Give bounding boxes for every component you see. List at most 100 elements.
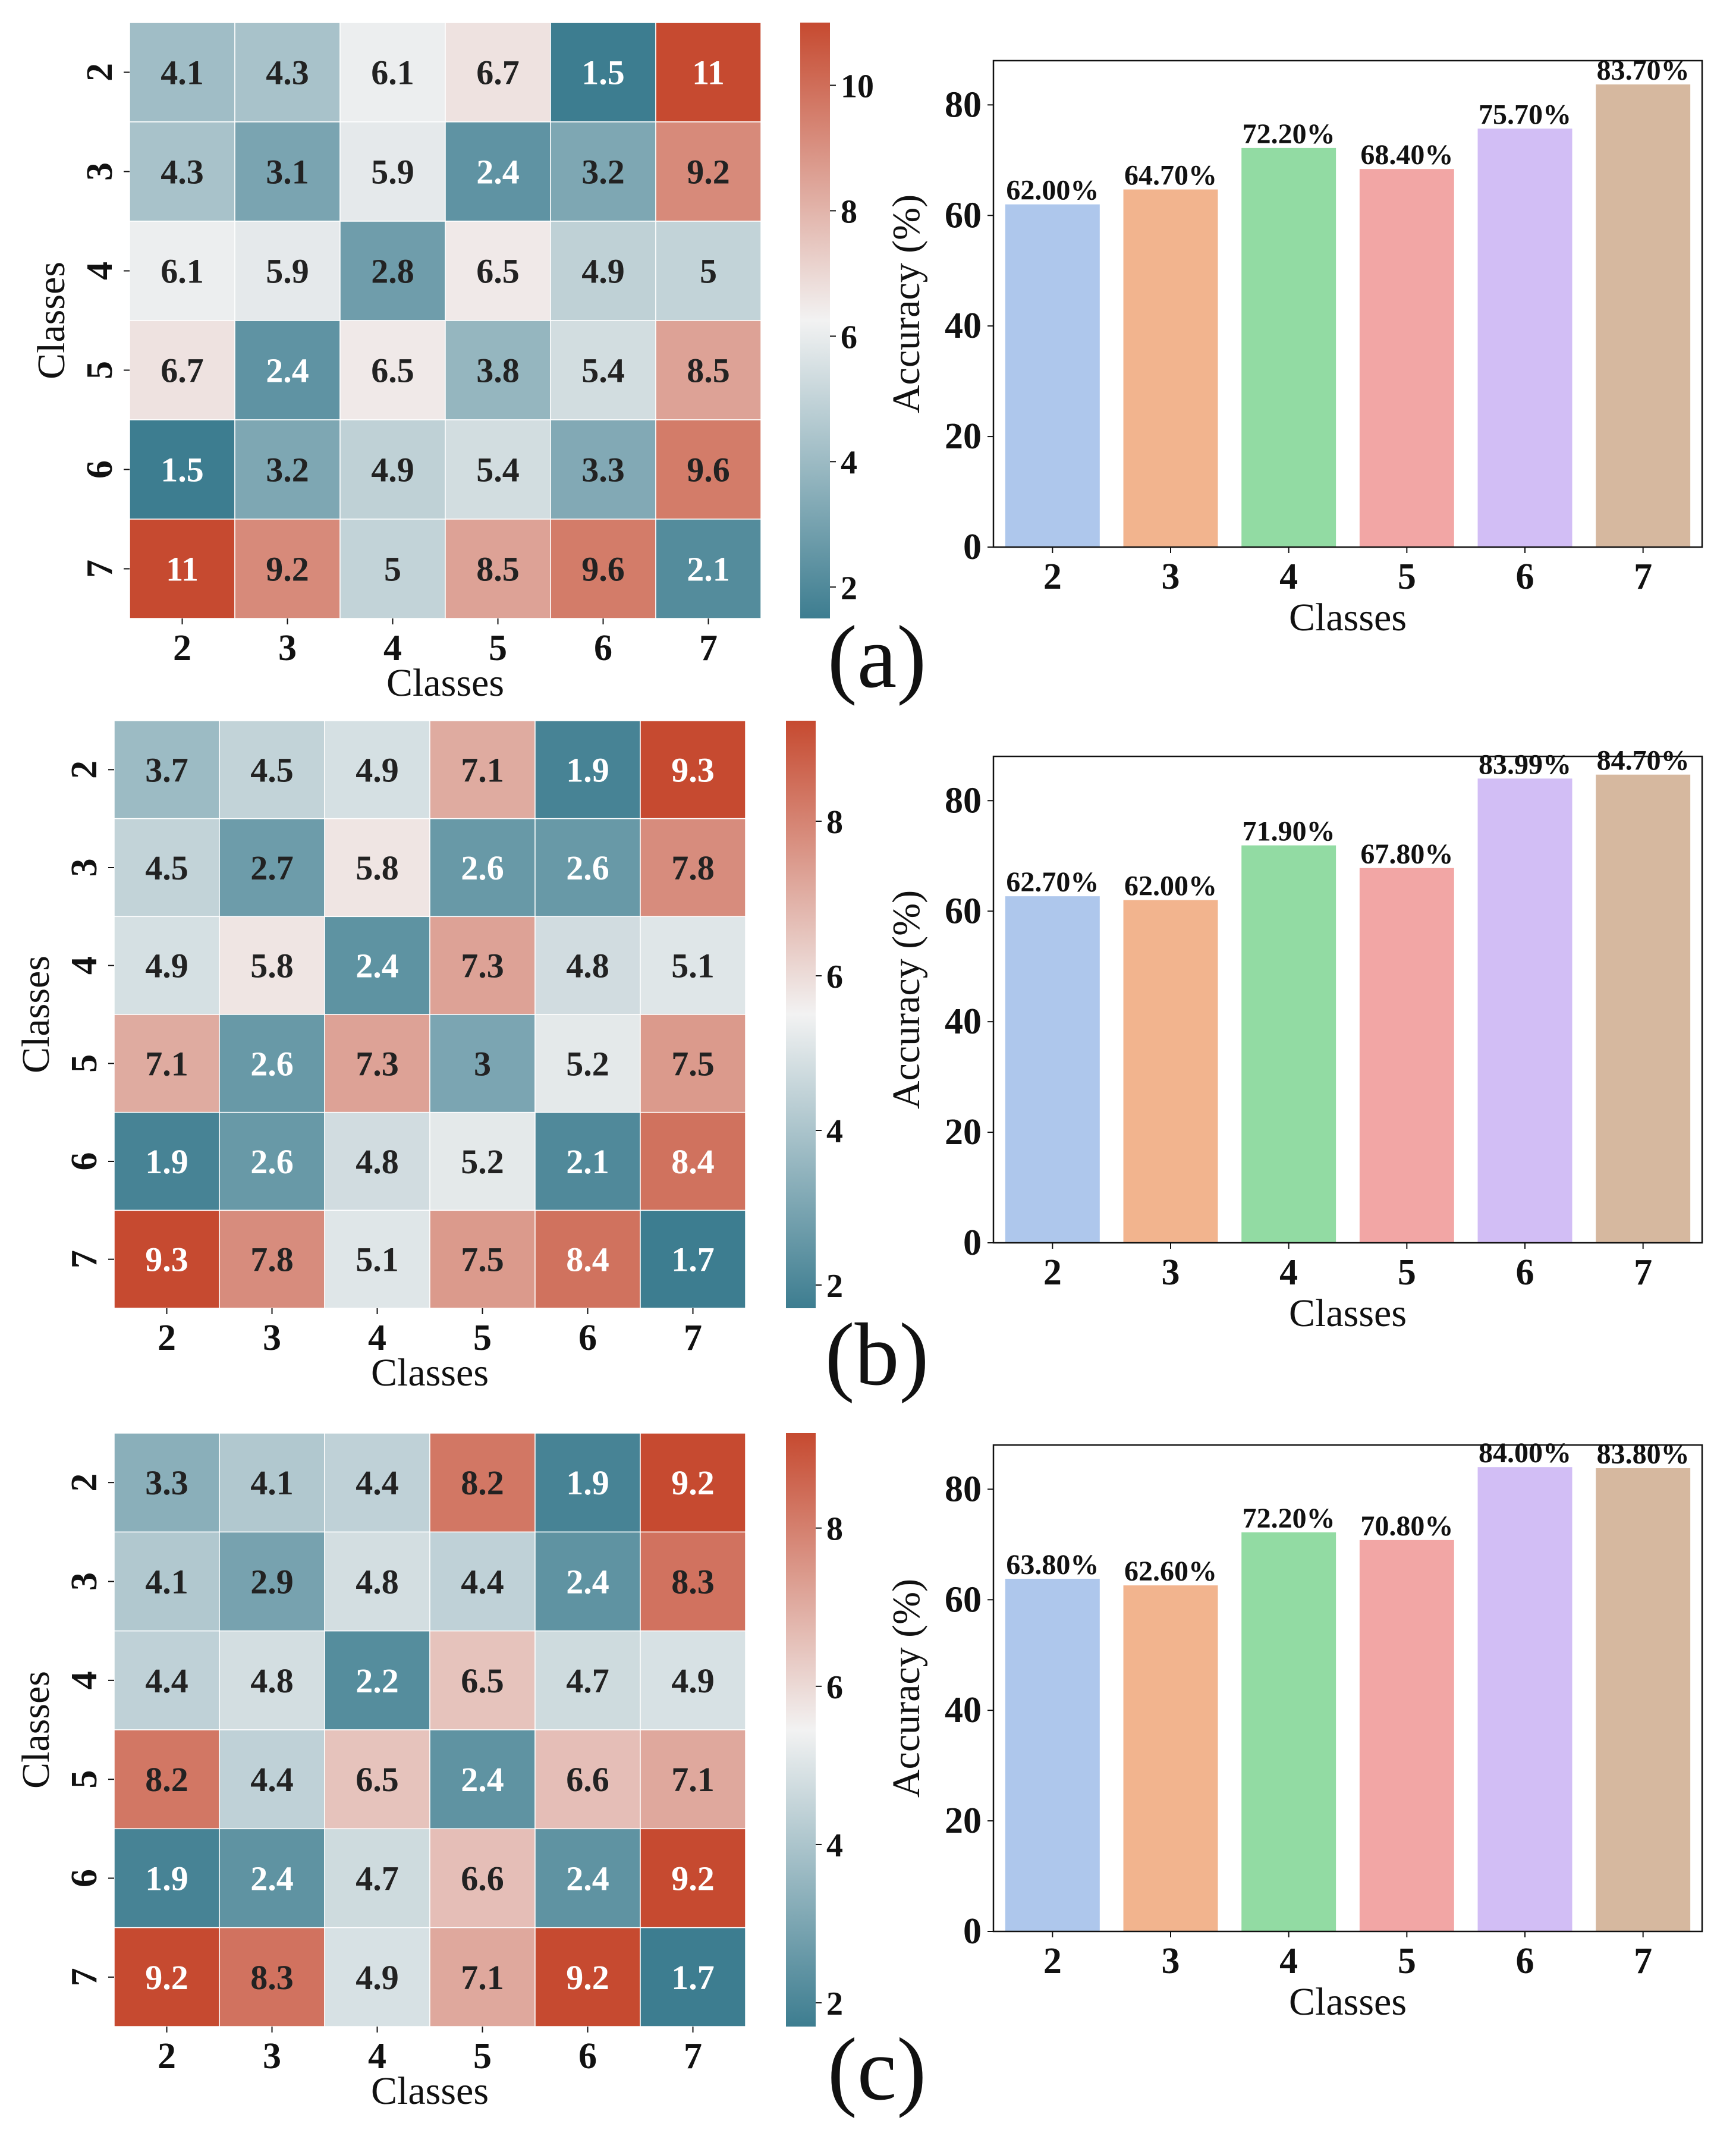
colorbar	[786, 721, 816, 1308]
heatmap-cell-value: 6.7	[161, 351, 204, 390]
heatmap-cell	[655, 22, 762, 122]
heatmap-x-tick: 5	[473, 1318, 492, 1358]
colorbar-tick: 6	[826, 1669, 843, 1706]
heatmap-cell-value: 4.4	[461, 1563, 504, 1601]
heatmap-cell-value: 9.6	[581, 550, 625, 589]
heatmap-cell-value: 4.1	[250, 1463, 294, 1502]
heatmap-y-tick: 5	[64, 1054, 105, 1073]
heatmap-cell-value: 8.4	[566, 1240, 609, 1279]
heatmap-y-tick: 2	[64, 761, 105, 779]
heatmap-cell-value: 1.7	[671, 1240, 715, 1279]
heatmap-y-tick: 3	[64, 1572, 105, 1591]
heatmap-cell-value: 5	[700, 252, 717, 291]
bar	[1241, 1532, 1336, 1931]
heatmap-cell-value: 2.4	[476, 153, 520, 191]
heatmap-cell	[219, 1828, 325, 1928]
heatmap-cell	[129, 320, 235, 420]
heatmap-y-tick: 5	[80, 361, 120, 379]
colorbar-tick: 8	[826, 1511, 843, 1548]
bar-ylabel: Accuracy (%)	[885, 1579, 928, 1798]
heatmap-cell-value: 5.4	[476, 451, 520, 489]
bar-axes-frame	[992, 59, 1703, 548]
heatmap-cell	[445, 419, 551, 520]
heatmap-cell-value: 4.7	[356, 1859, 399, 1898]
heatmap-cell	[339, 221, 446, 321]
bar-ylabel: Accuracy (%)	[885, 194, 928, 413]
bar-data-label: 84.00%	[1479, 1437, 1571, 1469]
bar-x-tick: 5	[1398, 1252, 1416, 1293]
heatmap-cell-value: 5.1	[671, 947, 715, 985]
bar-x-tick: 3	[1162, 1252, 1180, 1293]
heatmap-cell	[640, 1828, 746, 1928]
heatmap-cell-value: 2.4	[461, 1760, 504, 1799]
colorbar-tick: 8	[841, 193, 857, 230]
heatmap-x-tick: 3	[263, 1318, 281, 1358]
heatmap-x-tick: 4	[383, 628, 402, 668]
heatmap-cell	[640, 1111, 746, 1211]
heatmap-cell	[534, 1531, 641, 1632]
heatmap-cell	[114, 720, 220, 819]
bar-x-tick: 2	[1043, 1252, 1062, 1293]
heatmap-cell-value: 2.4	[566, 1563, 609, 1601]
bar	[1359, 1540, 1454, 1931]
bar-data-label: 62.60%	[1124, 1556, 1217, 1587]
heatmap-cell-value: 6.1	[161, 252, 204, 291]
colorbar-a: 2 4 6 8 10	[800, 23, 874, 618]
heatmap-cell-value: 3.2	[581, 153, 625, 191]
heatmap-cell	[534, 720, 641, 819]
bar	[1477, 128, 1573, 547]
heatmap-cell-value: 8.3	[250, 1958, 294, 1997]
heatmap-cell	[324, 1927, 430, 2027]
bar	[1005, 896, 1100, 1243]
bar-ylabel: Accuracy (%)	[885, 890, 928, 1109]
heatmap-cell-value: 2.4	[566, 1859, 609, 1898]
heatmap-cell-value: 5.9	[266, 252, 309, 291]
bar-data-label: 71.90%	[1243, 816, 1335, 847]
heatmap-xlabel: Classes	[386, 661, 504, 705]
heatmap-cell-value: 2.6	[566, 849, 609, 887]
heatmap-cell-value: 3.1	[266, 153, 309, 191]
heatmap-x-tick: 6	[594, 628, 612, 668]
heatmap-cell-value: 11	[166, 550, 199, 589]
heatmap-cell	[655, 121, 762, 222]
heatmap-cell	[219, 1630, 325, 1730]
panel-a: 4.1 4.3 6.1 6.7 1.5 11 4.3 3.1 5.9 2.4 3.2 9.2 6.1 5.…	[30, 22, 1703, 706]
heatmap-cell-value: 9.2	[566, 1958, 609, 1997]
heatmap-cell	[429, 1210, 536, 1309]
heatmap-cell	[114, 1828, 220, 1928]
bar-x-tick: 2	[1043, 1941, 1062, 1981]
heatmap-cell-value: 5.4	[581, 351, 625, 390]
heatmap-cell	[339, 320, 446, 420]
bar	[1477, 778, 1573, 1243]
heatmap-cell-value: 6.5	[371, 351, 414, 390]
heatmap-cell-value: 6.5	[356, 1760, 399, 1799]
heatmap-cell	[114, 1433, 220, 1533]
bar-y-tick: 0	[963, 527, 982, 567]
heatmap-a: 4.1 4.3 6.1 6.7 1.5 11 4.3 3.1 5.9 2.4 3.2 9.2 6.1 5.…	[30, 22, 762, 705]
heatmap-cell	[234, 22, 341, 122]
bar	[1359, 868, 1454, 1243]
heatmap-cell-value: 8.3	[671, 1563, 715, 1601]
heatmap-cell	[655, 320, 762, 420]
heatmap-cell-value: 1.9	[145, 1142, 188, 1181]
bar-y-tick: 60	[945, 1579, 982, 1620]
heatmap-cell	[640, 1927, 746, 2027]
heatmap-cell-value: 7.1	[671, 1760, 715, 1799]
barchart-a: 62.00% 2 64.70% 3 72.20% 4 68.40% 5 75.70% 6 83.70…	[885, 55, 1703, 639]
bar-y-tick: 20	[945, 1112, 982, 1152]
heatmap-cell-value: 3.3	[581, 451, 625, 489]
colorbar-tick: 2	[826, 1268, 843, 1305]
heatmap-cell-value: 4.5	[145, 849, 188, 887]
heatmap-cell-value: 1.5	[161, 451, 204, 489]
heatmap-cell	[114, 1729, 220, 1830]
heatmap-y-tick: 7	[80, 560, 120, 578]
heatmap-cell-value: 5.8	[250, 947, 294, 985]
bar-data-label: 83.80%	[1597, 1438, 1690, 1470]
bar	[1005, 1578, 1100, 1931]
heatmap-cell-value: 4.1	[145, 1563, 188, 1601]
bar-x-tick: 6	[1516, 1941, 1534, 1981]
bar-data-label: 72.20%	[1243, 1503, 1335, 1534]
heatmap-cell	[640, 720, 746, 819]
heatmap-cell	[429, 1729, 536, 1830]
bar	[1123, 189, 1218, 547]
